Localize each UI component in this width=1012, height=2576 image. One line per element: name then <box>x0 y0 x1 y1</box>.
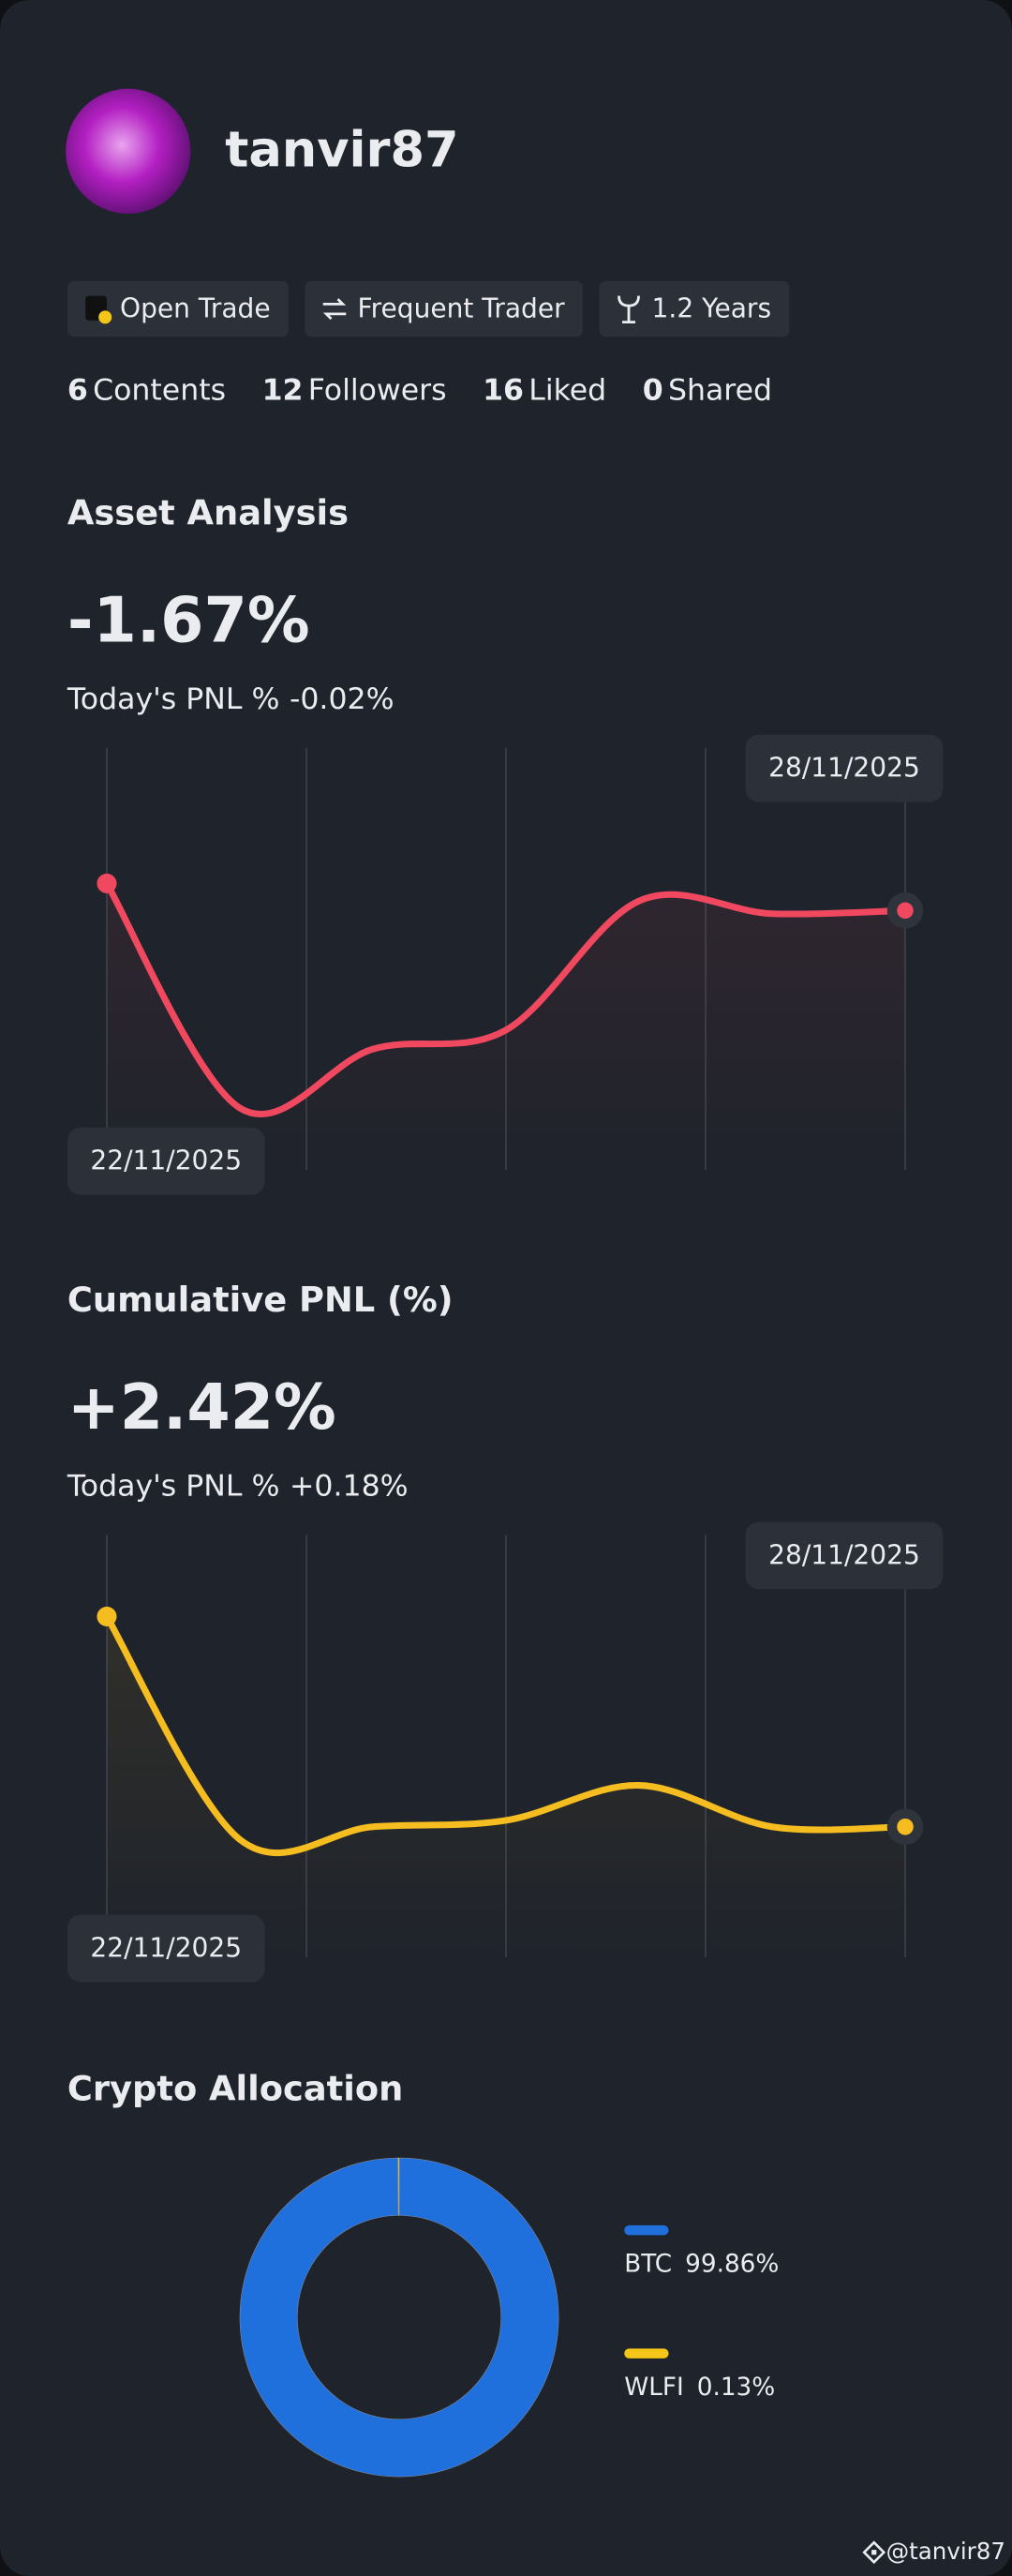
date-tag <box>67 1914 265 1983</box>
line <box>103 1612 909 1857</box>
stat-value: 0 <box>643 373 663 407</box>
badge <box>67 280 289 337</box>
headline-value: -1.67% <box>67 583 310 656</box>
donut-slice <box>397 2157 400 2216</box>
area <box>106 1616 906 1958</box>
legend-value: 0.13% <box>697 2374 776 2402</box>
today-value: +0.18% <box>290 1470 409 1504</box>
badge-label: Open Trade <box>120 292 271 323</box>
date-tag <box>745 1521 944 1590</box>
section-title: Cumulative PNL (%) <box>67 1280 454 1320</box>
start-dot <box>97 873 117 893</box>
headline-value: +2.42% <box>67 1370 336 1444</box>
badge-icon <box>618 295 640 324</box>
badge-label: 1.2 Years <box>652 292 772 323</box>
badge <box>305 280 583 337</box>
stat-value: 16 <box>483 373 524 407</box>
date-tag <box>67 1127 265 1195</box>
username: tanvir87 <box>225 122 458 179</box>
date-tag <box>745 734 944 802</box>
today-label: Today's PNL % <box>67 682 280 716</box>
end-dot <box>897 902 914 920</box>
line <box>103 879 909 1117</box>
end-dot <box>897 1818 914 1835</box>
badge-label: Frequent Trader <box>358 292 566 323</box>
badge-icon <box>322 298 347 321</box>
section-title: Asset Analysis <box>67 492 349 532</box>
legend-swatch <box>624 2224 669 2236</box>
today-value: -0.02% <box>290 682 394 716</box>
stat-label: Shared <box>668 373 772 407</box>
watermark: @tanvir87 <box>886 2538 1005 2565</box>
legend-label: BTC <box>624 2250 672 2278</box>
badge <box>599 280 790 337</box>
avatar <box>66 88 191 214</box>
badge-icon <box>98 310 112 324</box>
stat-label: Liked <box>528 373 606 407</box>
legend-swatch <box>624 2348 669 2359</box>
date-label: 28/11/2025 <box>768 1539 920 1570</box>
stat-label: Contents <box>93 373 226 407</box>
watermark-logo <box>862 2540 886 2565</box>
area <box>106 883 906 1171</box>
section-title: Crypto Allocation <box>67 2069 403 2109</box>
stat-value: 12 <box>262 373 304 407</box>
stat-label: Followers <box>308 373 447 407</box>
today-label: Today's PNL % <box>67 1470 280 1504</box>
date-label: 28/11/2025 <box>768 753 920 784</box>
legend-value: 99.86% <box>685 2250 779 2278</box>
stat-value: 6 <box>67 373 88 407</box>
start-dot <box>97 1606 117 1626</box>
legend-label: WLFI <box>624 2374 683 2402</box>
date-label: 22/11/2025 <box>90 1932 242 1963</box>
date-label: 22/11/2025 <box>90 1146 242 1176</box>
